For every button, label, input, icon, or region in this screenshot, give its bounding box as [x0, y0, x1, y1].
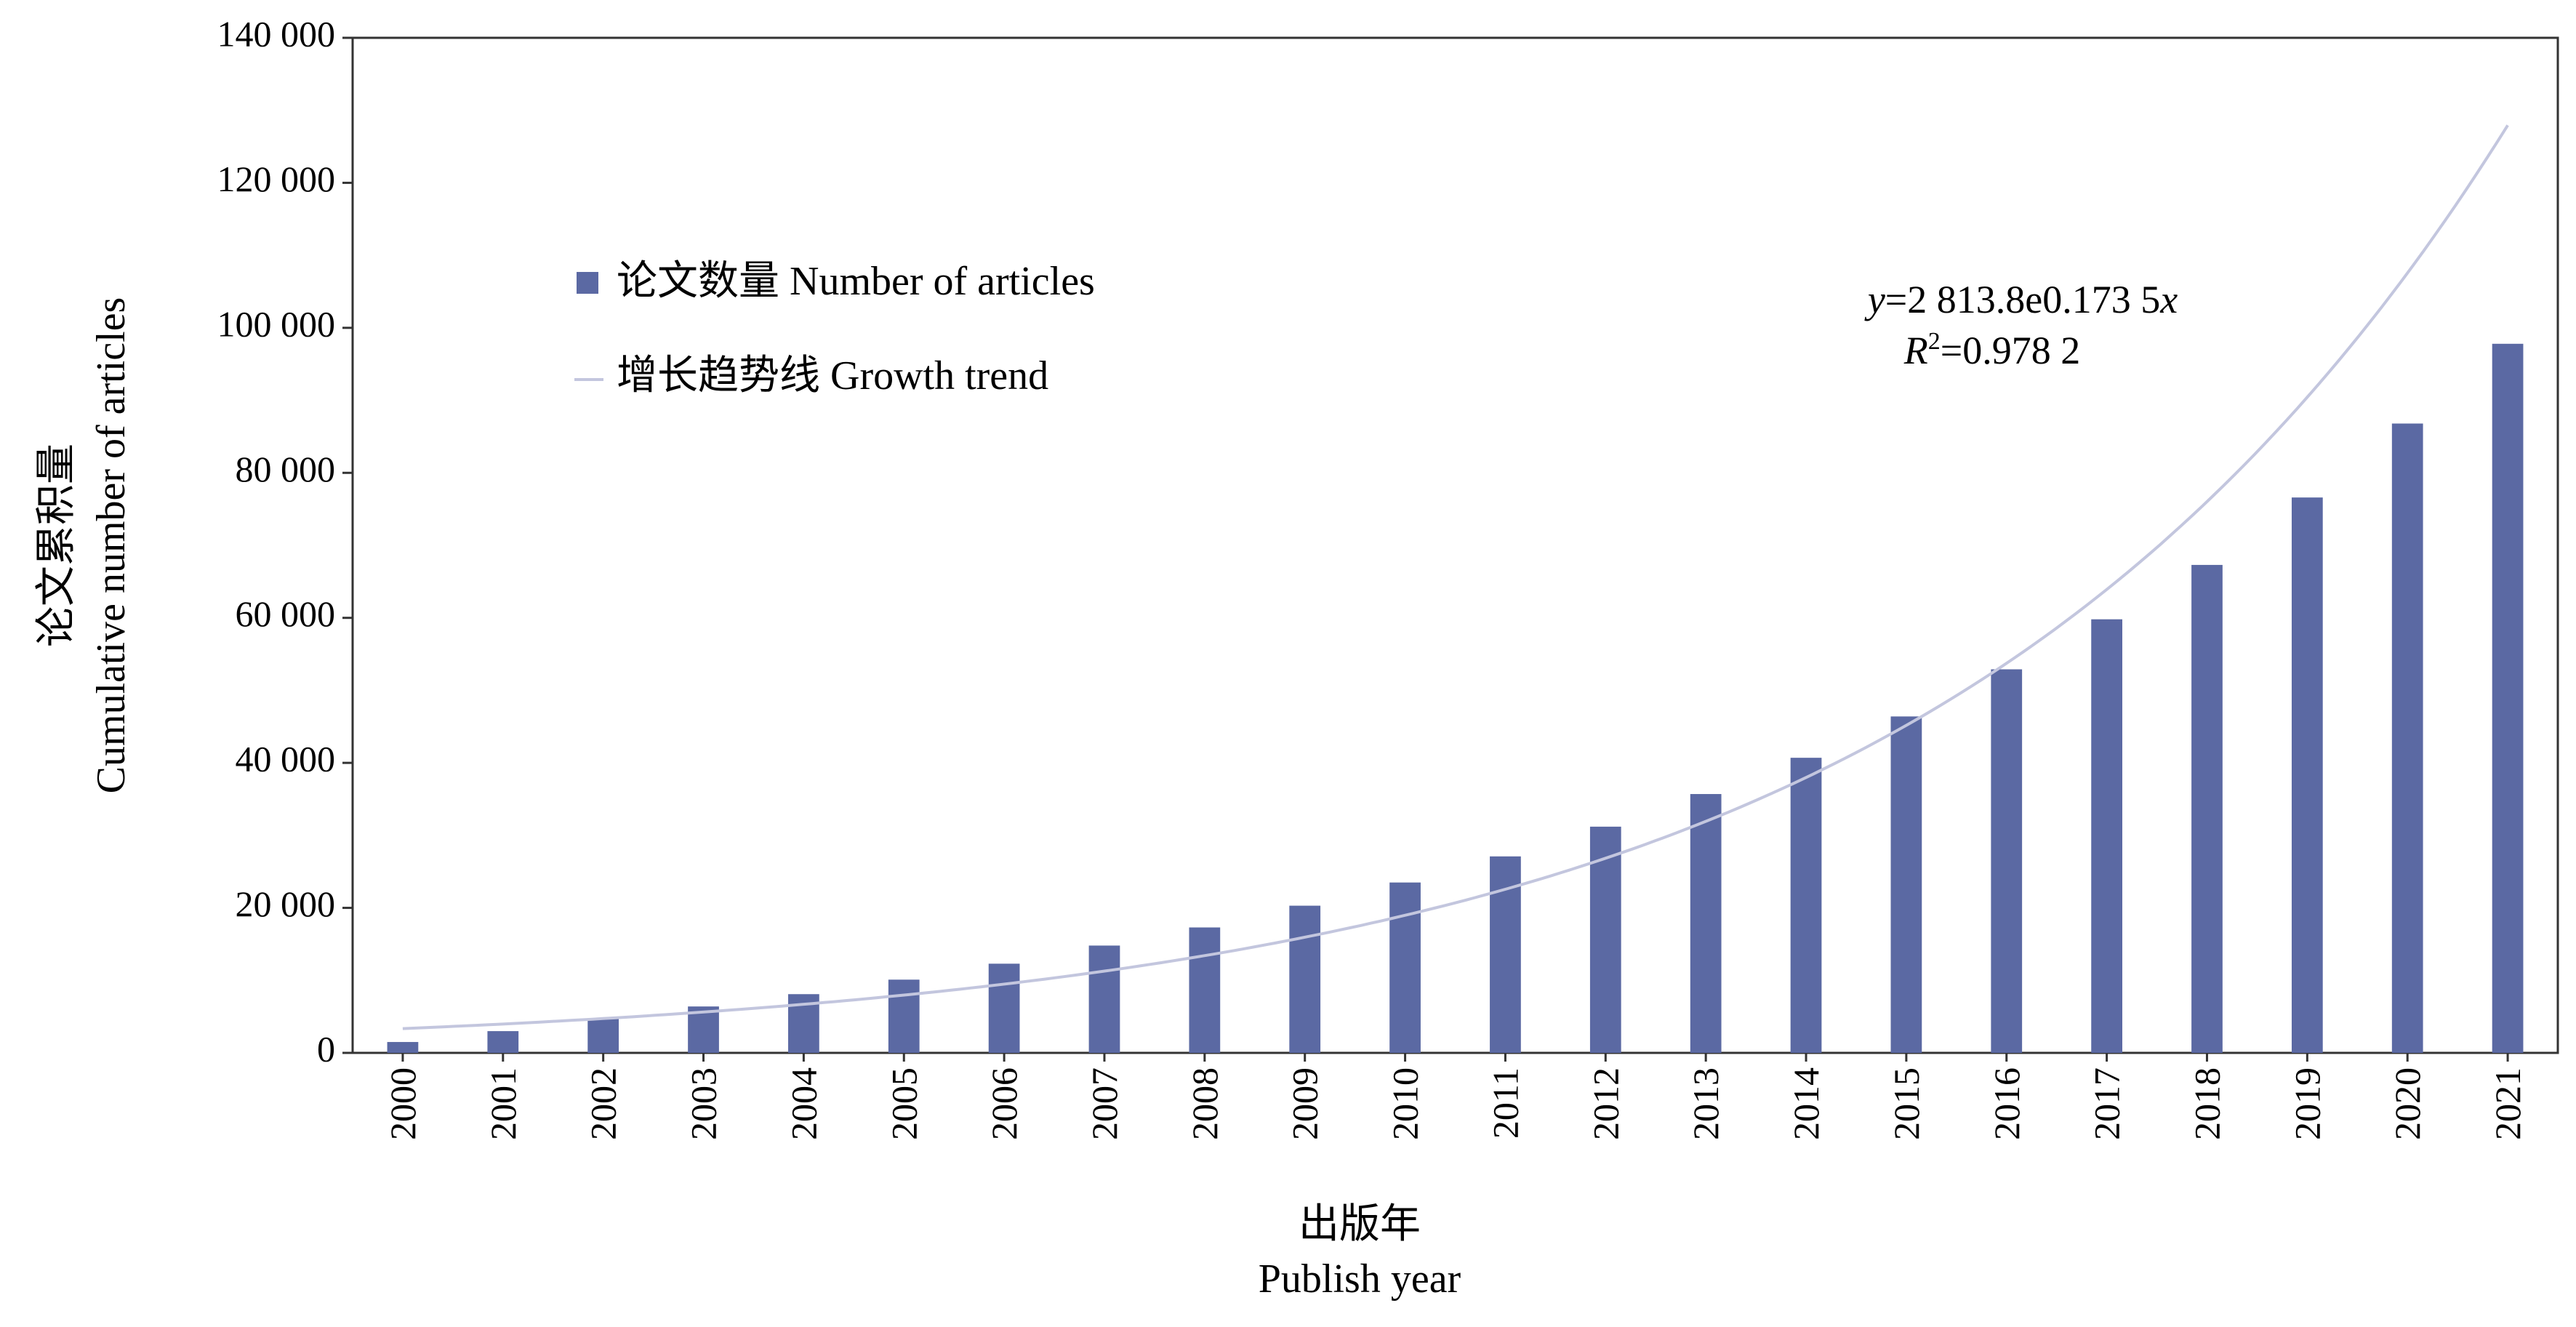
bar-2002 [587, 1019, 619, 1053]
bar-series [387, 343, 2524, 1053]
legend: 论文数量 Number of articles 增长趋势线 Growth tre… [574, 259, 1095, 398]
x-tick-label-2010: 2010 [1385, 1067, 1426, 1140]
y-axis-title-en: Cumulative number of articles [89, 297, 134, 794]
y-tick-label: 20 000 [236, 883, 336, 924]
bar-2018 [2191, 564, 2223, 1053]
bar-2012 [1589, 826, 1621, 1053]
x-tick-label-2013: 2013 [1685, 1067, 1726, 1140]
x-tick-label-2011: 2011 [1485, 1067, 1525, 1139]
y-tick-label: 40 000 [236, 739, 336, 779]
bar-2009 [1289, 905, 1321, 1053]
legend-label-bars: 论文数量 Number of articles [617, 259, 1095, 304]
x-axis-ticks: 2000 2001 2002 2003 2004 2005 2006 2007 2008 2009… [382, 1053, 2528, 1140]
x-tick-label-2008: 2008 [1184, 1067, 1225, 1140]
x-tick-label-2020: 2020 [2387, 1067, 2428, 1140]
plot-frame [351, 36, 2559, 1054]
bar-2019 [2291, 497, 2323, 1053]
x-tick-label-2005: 2005 [883, 1067, 924, 1140]
x-tick-label-2004: 2004 [783, 1067, 824, 1140]
legend-label-trend: 增长趋势线 Growth trend [617, 353, 1048, 398]
x-tick-label-2007: 2007 [1084, 1067, 1125, 1140]
x-tick-label-2000: 2000 [382, 1067, 423, 1140]
eq-y-x: x [2159, 278, 2178, 321]
bar-2000 [387, 1042, 419, 1053]
eq-r-var: R [1903, 329, 1928, 372]
x-tick-label-2018: 2018 [2186, 1067, 2227, 1140]
x-tick-label-2019: 2019 [2287, 1067, 2327, 1140]
eq-y-var: y [1864, 278, 1885, 321]
x-tick-label-2012: 2012 [1585, 1067, 1626, 1140]
bar-2021 [2492, 343, 2524, 1053]
bar-2007 [1088, 945, 1120, 1053]
bar-2008 [1189, 927, 1221, 1053]
x-tick-label-2017: 2017 [2087, 1067, 2127, 1140]
x-tick-label-2009: 2009 [1285, 1067, 1325, 1140]
growth-trend-line [402, 124, 2509, 1030]
x-axis-title-en: Publish year [1259, 1256, 1461, 1302]
bar-2001 [487, 1031, 519, 1053]
bar-2006 [988, 963, 1020, 1053]
eq-y-rest: =2 813.8e0.173 5 [1885, 278, 2160, 321]
y-tick-label: 80 000 [236, 449, 336, 489]
x-tick-label-2006: 2006 [984, 1067, 1024, 1140]
y-axis-title-cn: 论文累积量 [34, 444, 79, 647]
trend-equation: y=2 813.8e0.173 5x [1864, 278, 2178, 321]
x-tick-label-2015: 2015 [1886, 1067, 1927, 1140]
y-tick-label: 140 000 [217, 13, 336, 54]
y-tick-label: 0 [317, 1028, 335, 1069]
y-tick-label: 60 000 [236, 593, 336, 634]
bar-2010 [1389, 882, 1421, 1053]
bar-2015 [1890, 716, 1922, 1053]
bar-2016 [1991, 669, 2023, 1053]
x-tick-label-2014: 2014 [1786, 1067, 1826, 1140]
bar-2014 [1790, 758, 1822, 1053]
x-tick-label-2001: 2001 [483, 1067, 523, 1140]
eq-r-sup: 2 [1928, 328, 1941, 355]
y-tick-label: 100 000 [217, 303, 336, 344]
eq-r-rest: =0.978 2 [1941, 329, 2080, 372]
bar-2005 [888, 979, 920, 1053]
x-tick-label-2021: 2021 [2487, 1067, 2528, 1140]
bar-2017 [2091, 619, 2122, 1053]
bar-2013 [1690, 794, 1722, 1053]
y-axis-ticks: 0 20 000 40 000 60 000 80 000 100 000 120 000 1… [217, 13, 353, 1069]
y-tick-label: 120 000 [217, 159, 336, 199]
x-tick-label-2016: 2016 [1986, 1067, 2027, 1140]
legend-swatch-bars [577, 272, 598, 294]
x-axis-title-cn: 出版年 [1299, 1202, 1421, 1247]
x-tick-label-2002: 2002 [583, 1067, 624, 1140]
r-squared: R2=0.978 2 [1903, 328, 2080, 372]
bar-2020 [2391, 423, 2423, 1053]
y-axis-title: 论文累积量 Cumulative number of articles [34, 297, 134, 794]
x-tick-label-2003: 2003 [683, 1067, 724, 1140]
